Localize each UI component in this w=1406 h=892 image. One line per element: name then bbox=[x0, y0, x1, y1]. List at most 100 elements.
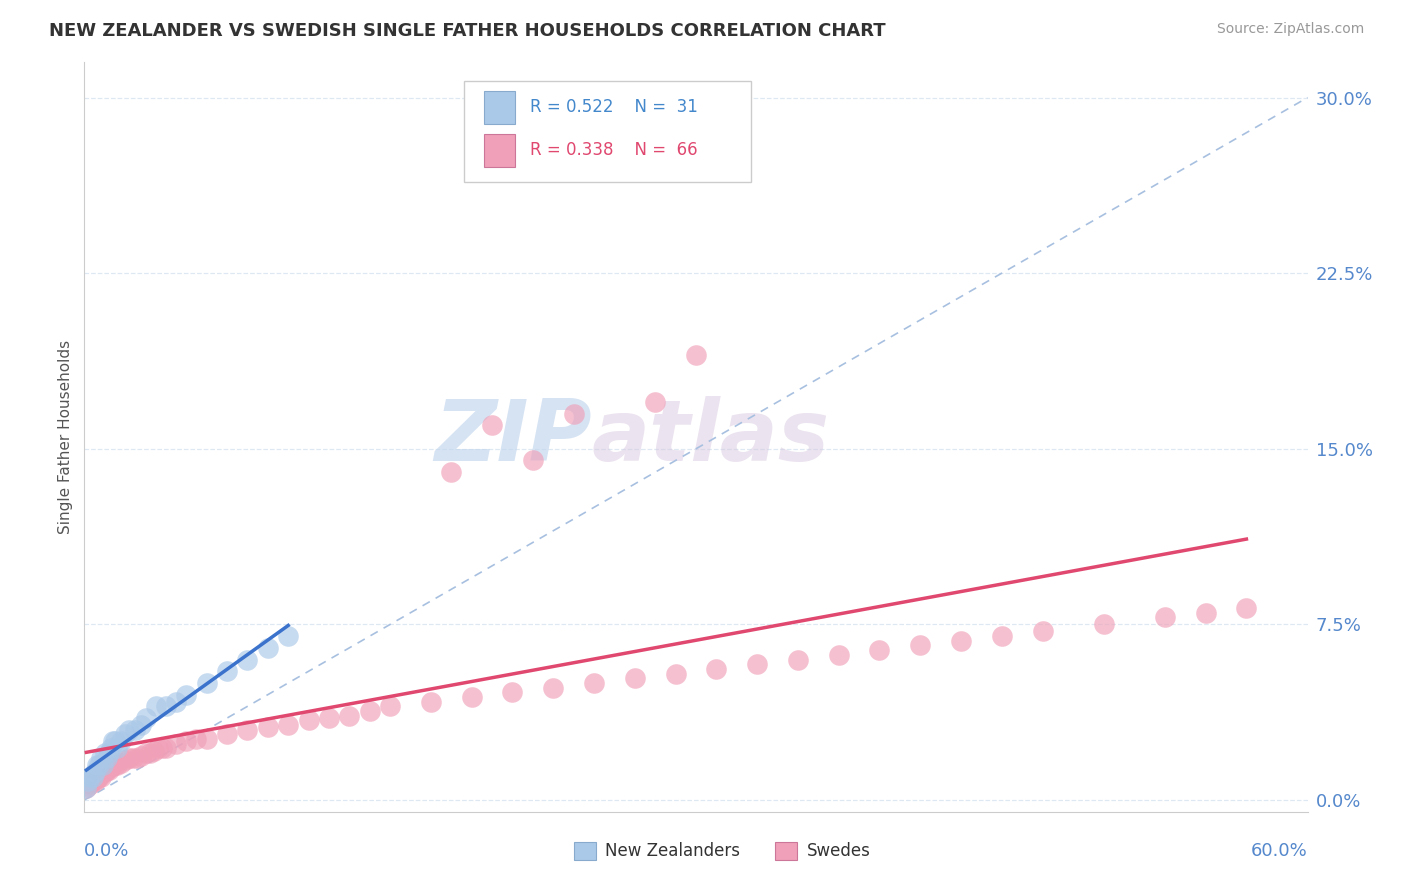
Point bbox=[624, 671, 647, 685]
Point bbox=[77, 774, 100, 789]
Point bbox=[79, 776, 101, 791]
FancyBboxPatch shape bbox=[464, 81, 751, 182]
Point bbox=[277, 718, 299, 732]
Point bbox=[217, 664, 239, 679]
Point bbox=[1092, 617, 1115, 632]
Point bbox=[583, 676, 606, 690]
Point bbox=[86, 758, 108, 772]
Point bbox=[83, 764, 105, 779]
Text: R = 0.338    N =  66: R = 0.338 N = 66 bbox=[530, 142, 697, 160]
Point bbox=[124, 723, 146, 737]
Point bbox=[110, 756, 132, 770]
Point bbox=[155, 741, 177, 756]
Point bbox=[90, 751, 112, 765]
Point bbox=[131, 748, 153, 763]
Point bbox=[118, 751, 141, 765]
Point bbox=[77, 779, 100, 793]
Point bbox=[502, 685, 524, 699]
Point bbox=[138, 746, 160, 760]
Point bbox=[1154, 610, 1177, 624]
Point bbox=[257, 640, 280, 655]
Point bbox=[83, 774, 105, 789]
Point bbox=[135, 746, 157, 760]
Point bbox=[828, 648, 851, 662]
Point bbox=[104, 758, 127, 772]
Point bbox=[122, 751, 145, 765]
Point bbox=[100, 741, 122, 756]
Point bbox=[127, 751, 149, 765]
Point bbox=[114, 727, 136, 741]
Point bbox=[685, 348, 707, 362]
Point bbox=[461, 690, 484, 704]
Point bbox=[950, 633, 973, 648]
Point bbox=[131, 718, 153, 732]
Point bbox=[277, 629, 299, 643]
Point bbox=[174, 734, 197, 748]
Point bbox=[522, 453, 544, 467]
Point bbox=[91, 764, 114, 779]
Text: atlas: atlas bbox=[592, 395, 830, 479]
Point bbox=[90, 770, 112, 784]
Point bbox=[100, 760, 122, 774]
Point bbox=[644, 395, 666, 409]
Point bbox=[79, 770, 101, 784]
Point bbox=[165, 695, 187, 709]
Point bbox=[562, 407, 585, 421]
Point bbox=[359, 704, 381, 718]
Point bbox=[1236, 601, 1258, 615]
Point bbox=[104, 734, 127, 748]
Point bbox=[155, 699, 177, 714]
Point bbox=[869, 643, 891, 657]
Point bbox=[186, 732, 208, 747]
Point bbox=[86, 772, 108, 786]
Point bbox=[257, 721, 280, 735]
Text: R = 0.522    N =  31: R = 0.522 N = 31 bbox=[530, 98, 697, 116]
Point bbox=[114, 753, 136, 767]
Point bbox=[236, 652, 259, 666]
Point bbox=[910, 639, 932, 653]
Point bbox=[195, 676, 218, 690]
Point bbox=[82, 774, 104, 789]
Point bbox=[1032, 624, 1054, 639]
Point bbox=[236, 723, 259, 737]
Point bbox=[217, 727, 239, 741]
Point bbox=[380, 699, 402, 714]
Point bbox=[1195, 606, 1218, 620]
Point bbox=[440, 465, 463, 479]
FancyBboxPatch shape bbox=[776, 842, 797, 861]
FancyBboxPatch shape bbox=[484, 134, 515, 168]
Point bbox=[787, 652, 810, 666]
Point bbox=[93, 764, 115, 779]
Point bbox=[87, 770, 110, 784]
Text: Source: ZipAtlas.com: Source: ZipAtlas.com bbox=[1216, 22, 1364, 37]
Point bbox=[75, 781, 97, 796]
Point bbox=[150, 741, 173, 756]
Point bbox=[87, 758, 110, 772]
FancyBboxPatch shape bbox=[574, 842, 596, 861]
Point bbox=[105, 758, 128, 772]
Point bbox=[97, 746, 120, 760]
Point bbox=[747, 657, 769, 672]
Point bbox=[96, 763, 118, 777]
Point bbox=[146, 741, 169, 756]
Point bbox=[481, 418, 503, 433]
Point bbox=[110, 734, 132, 748]
Point bbox=[118, 723, 141, 737]
Point bbox=[991, 629, 1014, 643]
Point bbox=[665, 666, 688, 681]
Point bbox=[135, 711, 157, 725]
Text: Swedes: Swedes bbox=[807, 842, 872, 860]
Point bbox=[142, 744, 165, 758]
Point bbox=[82, 770, 104, 784]
Point bbox=[93, 746, 115, 760]
Point bbox=[97, 763, 120, 777]
Point bbox=[165, 737, 187, 751]
Point bbox=[75, 781, 97, 796]
Point bbox=[96, 751, 118, 765]
Y-axis label: Single Father Households: Single Father Households bbox=[58, 340, 73, 534]
Text: ZIP: ZIP bbox=[434, 395, 592, 479]
FancyBboxPatch shape bbox=[484, 90, 515, 124]
Point bbox=[105, 741, 128, 756]
Text: 60.0%: 60.0% bbox=[1251, 842, 1308, 860]
Point bbox=[339, 708, 361, 723]
